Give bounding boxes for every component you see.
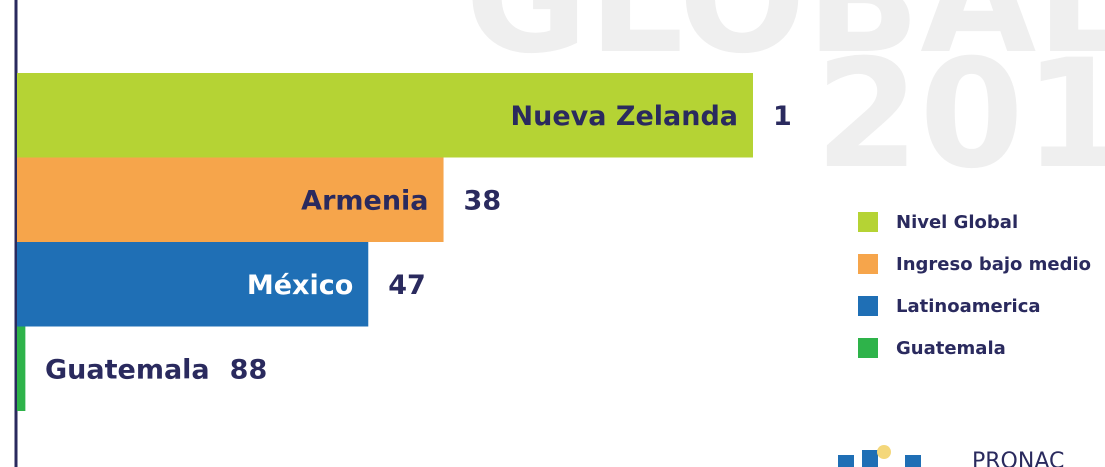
bar: [17, 157, 444, 242]
legend-label: Ingreso bajo medio: [896, 254, 1091, 275]
legend-swatch: [858, 212, 878, 232]
logo-shape: [862, 450, 878, 467]
legend-label: Latinoamerica: [896, 296, 1041, 317]
legend-label: Guatemala: [896, 338, 1006, 359]
logo: PRONAC: [838, 445, 1064, 467]
bar: [17, 326, 26, 411]
bar: [17, 73, 753, 158]
bar-label: Guatemala: [45, 354, 210, 385]
bar-label: Nueva Zelanda: [511, 101, 738, 132]
legend-swatch: [858, 338, 878, 358]
value-label: 47: [388, 270, 426, 301]
legend-label: Nivel Global: [896, 212, 1018, 233]
value-label: 88: [230, 354, 268, 385]
logo-shape: [905, 455, 921, 467]
value-label: 38: [464, 185, 502, 216]
watermark: GLOBAL: [465, 0, 1105, 87]
value-label: 1: [773, 101, 792, 132]
logo-shape: [838, 455, 854, 467]
bar: [17, 242, 369, 327]
legend-swatch: [858, 296, 878, 316]
bar-label: México: [247, 270, 353, 301]
logo-text: PRONAC: [972, 449, 1064, 467]
logo-shape: [877, 445, 891, 459]
legend-swatch: [858, 254, 878, 274]
watermark: 2017: [815, 28, 1105, 202]
bar-label: Armenia: [301, 185, 428, 216]
